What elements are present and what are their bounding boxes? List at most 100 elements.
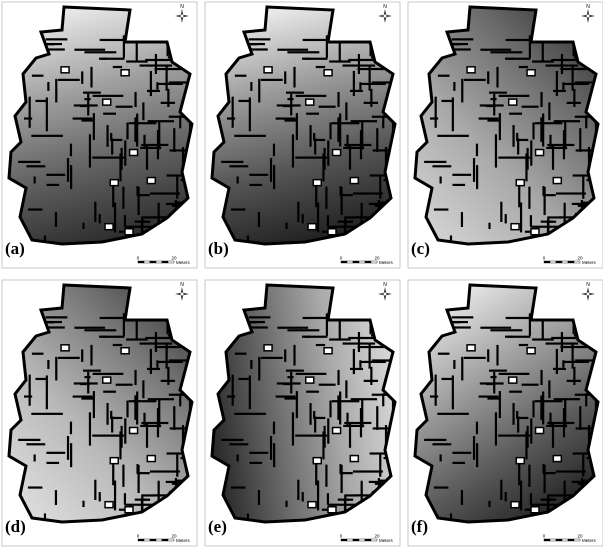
wall [337, 370, 339, 385]
scale-segment [562, 539, 568, 541]
wall [113, 344, 122, 346]
wall [505, 336, 513, 338]
wall [110, 411, 112, 419]
scale-segment [150, 261, 156, 263]
wall [122, 187, 124, 209]
wall [486, 383, 496, 385]
wall [487, 71, 489, 83]
room [306, 99, 314, 105]
wall [285, 501, 287, 507]
wall [93, 95, 124, 97]
room [553, 456, 561, 462]
wall [70, 165, 72, 189]
wall [530, 215, 532, 227]
wall [31, 135, 63, 137]
wall [34, 176, 36, 183]
wall [353, 71, 355, 96]
wall [90, 345, 92, 366]
wall [55, 212, 57, 227]
scale-unit: Meters [176, 260, 191, 265]
wall [327, 140, 329, 165]
wall [543, 472, 556, 474]
wall [287, 98, 293, 100]
wall [479, 395, 499, 397]
wall [376, 128, 378, 152]
wall [339, 464, 341, 473]
room [509, 99, 517, 105]
wall [142, 102, 144, 120]
wall [124, 215, 126, 227]
wall [496, 67, 498, 88]
wall [549, 413, 551, 426]
room [130, 149, 138, 155]
wall [227, 117, 235, 119]
wall [512, 403, 514, 425]
scale-segment [341, 539, 347, 541]
wall [235, 75, 247, 77]
wall [46, 452, 65, 454]
wall [150, 71, 152, 96]
wall [489, 370, 507, 372]
wall [549, 135, 551, 148]
north-label: N [586, 282, 590, 288]
scale-segment [162, 539, 168, 541]
wall [487, 349, 489, 361]
wall [126, 60, 148, 62]
room [516, 180, 524, 186]
wall [343, 147, 364, 149]
wall [520, 480, 522, 510]
north-label: N [383, 4, 387, 10]
wall [542, 464, 544, 473]
wall [283, 105, 293, 107]
wall [295, 435, 327, 437]
wall [126, 123, 128, 140]
wall [438, 75, 450, 77]
scale-segment [162, 261, 168, 263]
wall [440, 176, 442, 183]
wall [516, 133, 518, 141]
wall [150, 192, 180, 194]
wall [489, 92, 507, 94]
wall [353, 192, 383, 194]
wall [540, 370, 542, 385]
wall [292, 412, 294, 445]
wall [525, 431, 527, 459]
wall [440, 454, 442, 461]
wall [156, 360, 158, 367]
wall [329, 60, 351, 62]
wall [579, 128, 581, 152]
wall [339, 113, 341, 146]
wall [461, 357, 463, 381]
wall [556, 470, 586, 472]
wall [522, 106, 539, 108]
wall [519, 66, 528, 68]
wall [505, 58, 513, 60]
wall [124, 140, 126, 165]
wall [124, 418, 126, 443]
scale-segment [138, 539, 144, 541]
wall [116, 384, 133, 386]
wall [249, 38, 271, 40]
wall [287, 51, 319, 53]
wall [561, 54, 563, 74]
wall [313, 411, 315, 419]
wall [438, 353, 450, 355]
wall [258, 357, 260, 381]
scale-segment [562, 261, 568, 263]
wall [345, 380, 347, 398]
wall [277, 327, 308, 329]
wall [250, 360, 252, 369]
wall [327, 215, 329, 227]
room [511, 224, 519, 230]
wall [276, 117, 296, 119]
wall [94, 480, 96, 500]
wall [83, 92, 101, 94]
wall [370, 367, 372, 385]
wall [150, 349, 152, 374]
wall [238, 378, 250, 380]
wall [488, 501, 490, 507]
wall [99, 58, 107, 60]
wall [89, 134, 91, 167]
wall [302, 58, 310, 60]
wall [532, 338, 554, 340]
